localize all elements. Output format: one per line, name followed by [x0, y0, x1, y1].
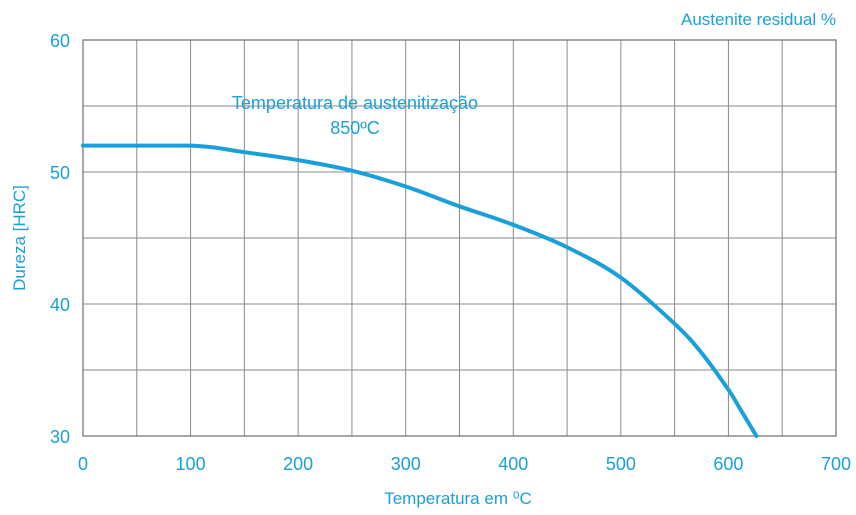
x-tick-label: 100 — [176, 454, 206, 474]
x-tick-label: 600 — [713, 454, 743, 474]
y-axis-label: Dureza [HRC] — [10, 185, 29, 291]
y-tick-label: 50 — [50, 163, 70, 183]
y-tick-label: 60 — [50, 31, 70, 51]
plot-area-frame — [82, 39, 837, 437]
annotation-line-2: 850ºC — [330, 118, 380, 138]
annotation-line-1: Temperatura de austenitização — [232, 93, 478, 113]
x-tick-label: 200 — [283, 454, 313, 474]
x-tick-label: 400 — [498, 454, 528, 474]
series-line — [81, 143, 759, 438]
x-tick-label: 0 — [78, 454, 88, 474]
x-tick-label: 700 — [821, 454, 851, 474]
y-axis-ticks: 30 40 50 60 — [50, 31, 70, 447]
secondary-axis-label: Austenite residual % — [681, 10, 836, 29]
x-axis-ticks: 0 100 200 300 400 500 600 700 — [78, 454, 851, 474]
y-tick-label: 30 — [50, 427, 70, 447]
x-axis-label: Temperatura em ⁰C — [384, 489, 532, 508]
y-tick-label: 40 — [50, 295, 70, 315]
x-tick-label: 500 — [606, 454, 636, 474]
grid-lines — [83, 40, 836, 436]
x-tick-label: 300 — [391, 454, 421, 474]
